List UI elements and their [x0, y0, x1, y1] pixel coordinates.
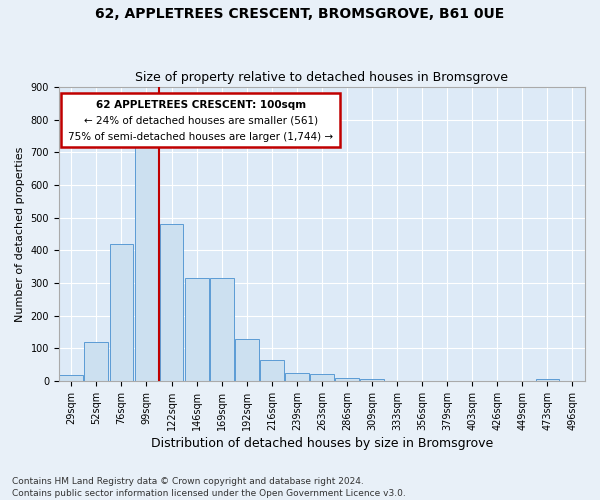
Bar [210, 278, 233, 381]
X-axis label: Distribution of detached houses by size in Bromsgrove: Distribution of detached houses by size … [151, 437, 493, 450]
Bar [260, 360, 284, 381]
Bar [160, 224, 184, 381]
Text: 75% of semi-detached houses are larger (1,744) →: 75% of semi-detached houses are larger (… [68, 132, 334, 141]
Bar [110, 244, 133, 381]
FancyBboxPatch shape [61, 93, 340, 148]
Text: Contains HM Land Registry data © Crown copyright and database right 2024.
Contai: Contains HM Land Registry data © Crown c… [12, 476, 406, 498]
Text: 62, APPLETREES CRESCENT, BROMSGROVE, B61 0UE: 62, APPLETREES CRESCENT, BROMSGROVE, B61… [95, 8, 505, 22]
Bar [310, 374, 334, 381]
Bar [285, 373, 309, 381]
Title: Size of property relative to detached houses in Bromsgrove: Size of property relative to detached ho… [136, 72, 508, 85]
Bar [85, 342, 108, 381]
Bar [335, 378, 359, 381]
Bar [59, 375, 83, 381]
Y-axis label: Number of detached properties: Number of detached properties [15, 146, 25, 322]
Bar [185, 278, 209, 381]
Bar [536, 380, 559, 381]
Bar [134, 141, 158, 381]
Bar [235, 338, 259, 381]
Text: ← 24% of detached houses are smaller (561): ← 24% of detached houses are smaller (56… [84, 115, 318, 125]
Bar [360, 380, 384, 381]
Text: 62 APPLETREES CRESCENT: 100sqm: 62 APPLETREES CRESCENT: 100sqm [96, 100, 306, 110]
